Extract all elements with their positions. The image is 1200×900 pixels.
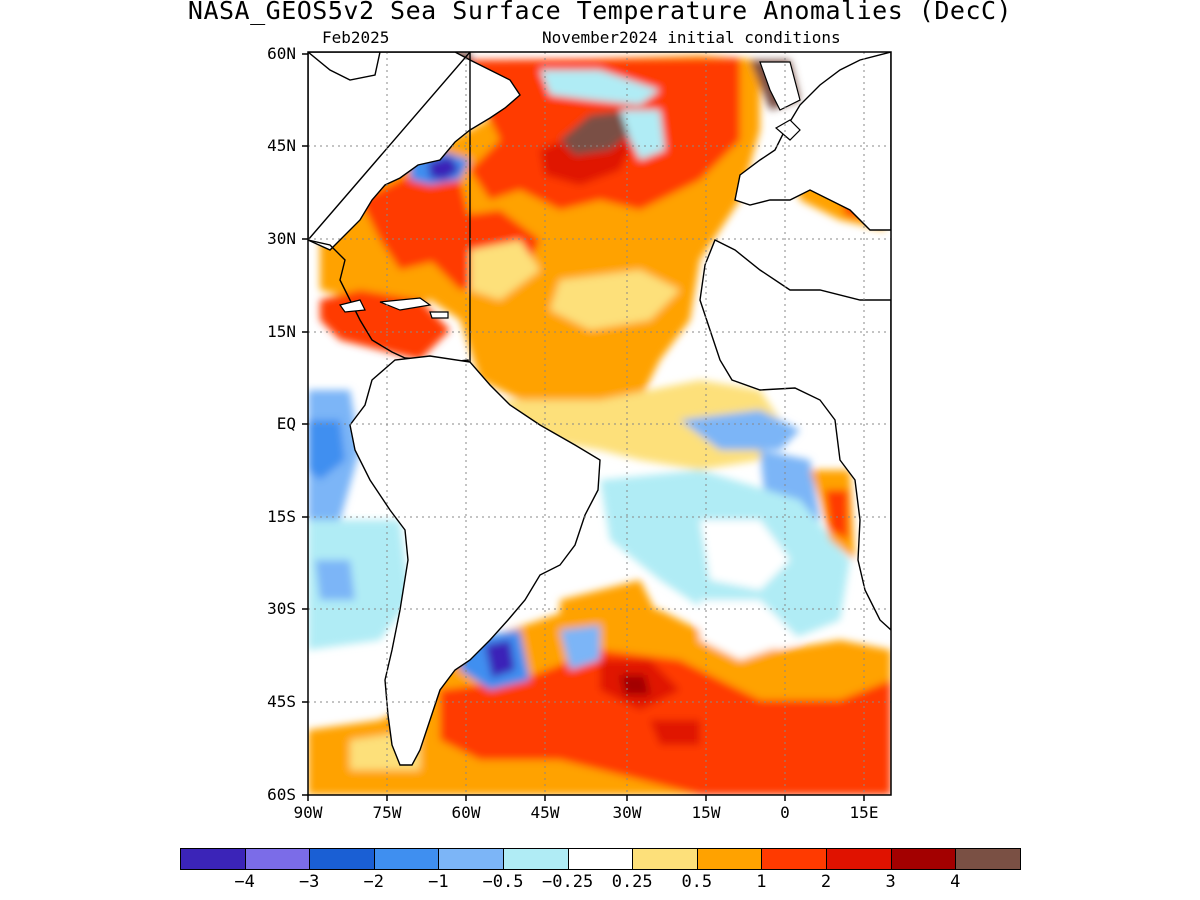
colorbar-label: 0.5	[681, 872, 713, 892]
colorbar-label: 3	[885, 872, 896, 892]
lon-label: 30W	[612, 803, 642, 822]
lat-label: 45N	[267, 136, 296, 155]
colorbar-swatch	[438, 848, 504, 870]
lon-label: 15W	[691, 803, 721, 822]
lat-label: 30S	[267, 599, 296, 618]
colorbar-swatch	[696, 848, 763, 870]
lon-label: 45W	[530, 803, 560, 822]
lon-label: 75W	[372, 803, 402, 822]
initial-conditions: November2024 initial conditions	[542, 28, 841, 47]
colorbar-swatch	[503, 848, 569, 870]
colorbar-label: −1	[428, 872, 449, 892]
forecast-month: Feb2025	[322, 28, 390, 47]
colorbar-label: 1	[756, 872, 767, 892]
colorbar-swatch	[567, 848, 634, 870]
lat-label: 60S	[267, 785, 296, 804]
colorbar-label: 0.25	[611, 872, 653, 892]
colorbar-swatch	[826, 848, 892, 870]
colorbar-label: −0.5	[482, 872, 524, 892]
colorbar-label: −4	[234, 872, 255, 892]
lat-label: 15N	[267, 322, 296, 341]
lat-label: 30N	[267, 229, 296, 248]
lat-label: 60N	[267, 44, 296, 63]
lat-label: 45S	[267, 692, 296, 711]
colorbar-label: −3	[298, 872, 320, 892]
lon-label: 90W	[293, 803, 323, 822]
lon-label: 0	[780, 803, 790, 822]
colorbar-swatch	[244, 848, 311, 870]
colorbar-label: −2	[363, 872, 385, 892]
lon-label: 15E	[849, 803, 879, 822]
lat-label: EQ	[276, 414, 296, 433]
colorbar-swatch	[309, 848, 375, 870]
colorbar-swatch	[373, 848, 440, 870]
colorbar-swatch	[890, 848, 957, 870]
graticule	[308, 52, 891, 795]
map-title: NASA_GEOS5v2 Sea Surface Temperature Ano…	[187, 0, 1013, 25]
colorbar-swatch	[632, 848, 698, 870]
colorbar-swatch	[180, 848, 246, 870]
colorbar-label: 2	[820, 872, 832, 892]
land	[308, 52, 891, 766]
colorbar-swatch	[955, 848, 1021, 870]
colorbar-label: −0.25	[542, 872, 594, 892]
lat-label: 15S	[267, 507, 296, 526]
axis-ticks	[302, 53, 865, 801]
islands	[338, 61, 801, 319]
lon-label: 60W	[451, 803, 481, 822]
colorbar-swatch	[761, 848, 827, 870]
colorbar-label: 4	[950, 872, 961, 892]
